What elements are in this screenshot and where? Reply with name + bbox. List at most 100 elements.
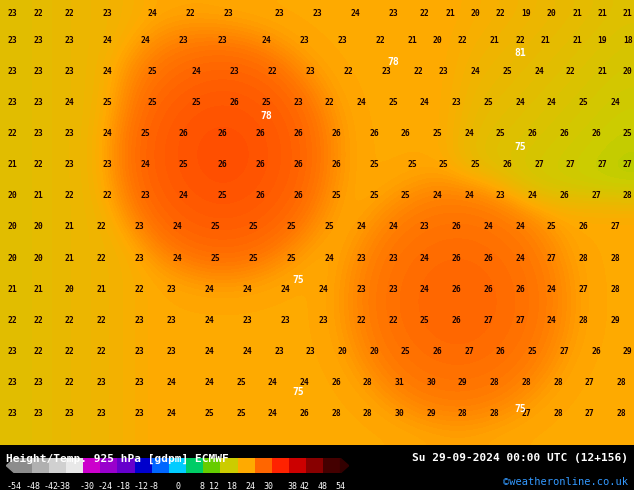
- Text: 28: 28: [489, 409, 500, 418]
- Text: 24: 24: [141, 160, 151, 169]
- Text: 21: 21: [8, 160, 18, 169]
- Text: 24: 24: [534, 67, 544, 75]
- Text: 12: 12: [209, 482, 219, 490]
- Text: 24: 24: [356, 98, 366, 107]
- Text: 75: 75: [514, 142, 526, 152]
- Text: 26: 26: [578, 222, 588, 231]
- Text: 28: 28: [489, 378, 500, 387]
- Text: 26: 26: [217, 129, 227, 138]
- Text: 24: 24: [515, 98, 525, 107]
- Bar: [204, 459, 221, 473]
- Text: 24: 24: [547, 316, 557, 325]
- Text: 25: 25: [331, 191, 341, 200]
- Text: 26: 26: [451, 285, 462, 294]
- Text: 26: 26: [255, 191, 265, 200]
- Text: 28: 28: [553, 378, 563, 387]
- Text: 23: 23: [356, 253, 366, 263]
- Text: 27: 27: [566, 160, 576, 169]
- Text: 28: 28: [578, 316, 588, 325]
- Text: 29: 29: [458, 378, 468, 387]
- Text: 24: 24: [103, 67, 113, 75]
- Text: 25: 25: [210, 253, 221, 263]
- Text: 21: 21: [540, 36, 550, 45]
- Text: 26: 26: [331, 129, 341, 138]
- Text: 24: 24: [325, 253, 335, 263]
- Text: -30: -30: [79, 482, 94, 490]
- Text: 22: 22: [96, 253, 107, 263]
- Text: 25: 25: [249, 222, 259, 231]
- Text: 24: 24: [280, 285, 290, 294]
- Text: 24: 24: [172, 222, 183, 231]
- Text: 27: 27: [585, 409, 595, 418]
- Text: 26: 26: [369, 129, 379, 138]
- Text: 28: 28: [521, 378, 531, 387]
- Text: -48: -48: [25, 482, 40, 490]
- Text: 24: 24: [141, 36, 151, 45]
- Text: 24: 24: [420, 98, 430, 107]
- Text: 24: 24: [432, 191, 443, 200]
- Text: 25: 25: [369, 160, 379, 169]
- Text: 23: 23: [65, 36, 75, 45]
- Text: 23: 23: [65, 160, 75, 169]
- Text: 23: 23: [166, 285, 176, 294]
- Text: -24: -24: [98, 482, 113, 490]
- Text: 25: 25: [287, 222, 297, 231]
- Text: 22: 22: [65, 316, 75, 325]
- Text: 25: 25: [210, 222, 221, 231]
- Text: 22: 22: [388, 316, 398, 325]
- Text: 26: 26: [331, 160, 341, 169]
- Text: 26: 26: [451, 222, 462, 231]
- Text: 26: 26: [255, 129, 265, 138]
- Bar: [83, 459, 100, 473]
- Text: 21: 21: [623, 9, 633, 18]
- Text: 24: 24: [515, 253, 525, 263]
- Text: 23: 23: [439, 67, 449, 75]
- Text: 24: 24: [299, 378, 309, 387]
- Text: 23: 23: [242, 316, 252, 325]
- Text: 20: 20: [65, 285, 75, 294]
- Text: 23: 23: [166, 316, 176, 325]
- Text: 22: 22: [496, 9, 506, 18]
- Text: 28: 28: [458, 409, 468, 418]
- Text: 25: 25: [407, 160, 417, 169]
- Text: 23: 23: [299, 36, 309, 45]
- Text: 8: 8: [199, 482, 204, 490]
- Bar: [100, 459, 117, 473]
- Text: 25: 25: [147, 98, 157, 107]
- Text: 28: 28: [363, 409, 373, 418]
- Text: 25: 25: [236, 378, 246, 387]
- Text: Su 29-09-2024 00:00 UTC (12+156): Su 29-09-2024 00:00 UTC (12+156): [411, 453, 628, 464]
- Text: 24: 24: [464, 191, 474, 200]
- Text: 27: 27: [515, 316, 525, 325]
- Text: 26: 26: [293, 191, 303, 200]
- Text: 26: 26: [230, 98, 240, 107]
- Text: 30: 30: [394, 409, 404, 418]
- Text: 23: 23: [388, 9, 398, 18]
- Text: 25: 25: [325, 222, 335, 231]
- Text: 20: 20: [8, 191, 18, 200]
- Text: 24: 24: [65, 98, 75, 107]
- Text: 24: 24: [610, 98, 620, 107]
- Text: 22: 22: [65, 347, 75, 356]
- Text: 26: 26: [299, 409, 309, 418]
- Text: 23: 23: [420, 222, 430, 231]
- Text: 20: 20: [337, 347, 347, 356]
- Text: 23: 23: [65, 67, 75, 75]
- Text: 24: 24: [172, 253, 183, 263]
- Text: 22: 22: [103, 191, 113, 200]
- Text: 23: 23: [134, 222, 145, 231]
- Bar: [306, 459, 323, 473]
- Text: 25: 25: [287, 253, 297, 263]
- Bar: [255, 459, 272, 473]
- Text: 22: 22: [33, 347, 43, 356]
- Text: 18: 18: [623, 36, 633, 45]
- Text: 22: 22: [33, 9, 43, 18]
- Text: 22: 22: [134, 285, 145, 294]
- Text: 42: 42: [299, 482, 309, 490]
- Text: 24: 24: [191, 67, 202, 75]
- Text: 22: 22: [96, 316, 107, 325]
- Text: 21: 21: [33, 285, 43, 294]
- Text: 22: 22: [325, 98, 335, 107]
- Text: 26: 26: [255, 160, 265, 169]
- Bar: [32, 459, 49, 473]
